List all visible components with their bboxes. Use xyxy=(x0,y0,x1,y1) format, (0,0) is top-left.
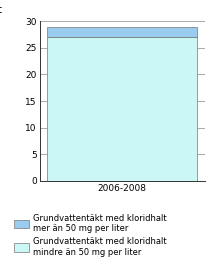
Text: st: st xyxy=(0,5,2,15)
Bar xyxy=(47,27,197,37)
Legend: Grundvattentäkt med kloridhalt
mer än 50 mg per liter, Grundvattentäkt med klori: Grundvattentäkt med kloridhalt mer än 50… xyxy=(14,214,167,257)
